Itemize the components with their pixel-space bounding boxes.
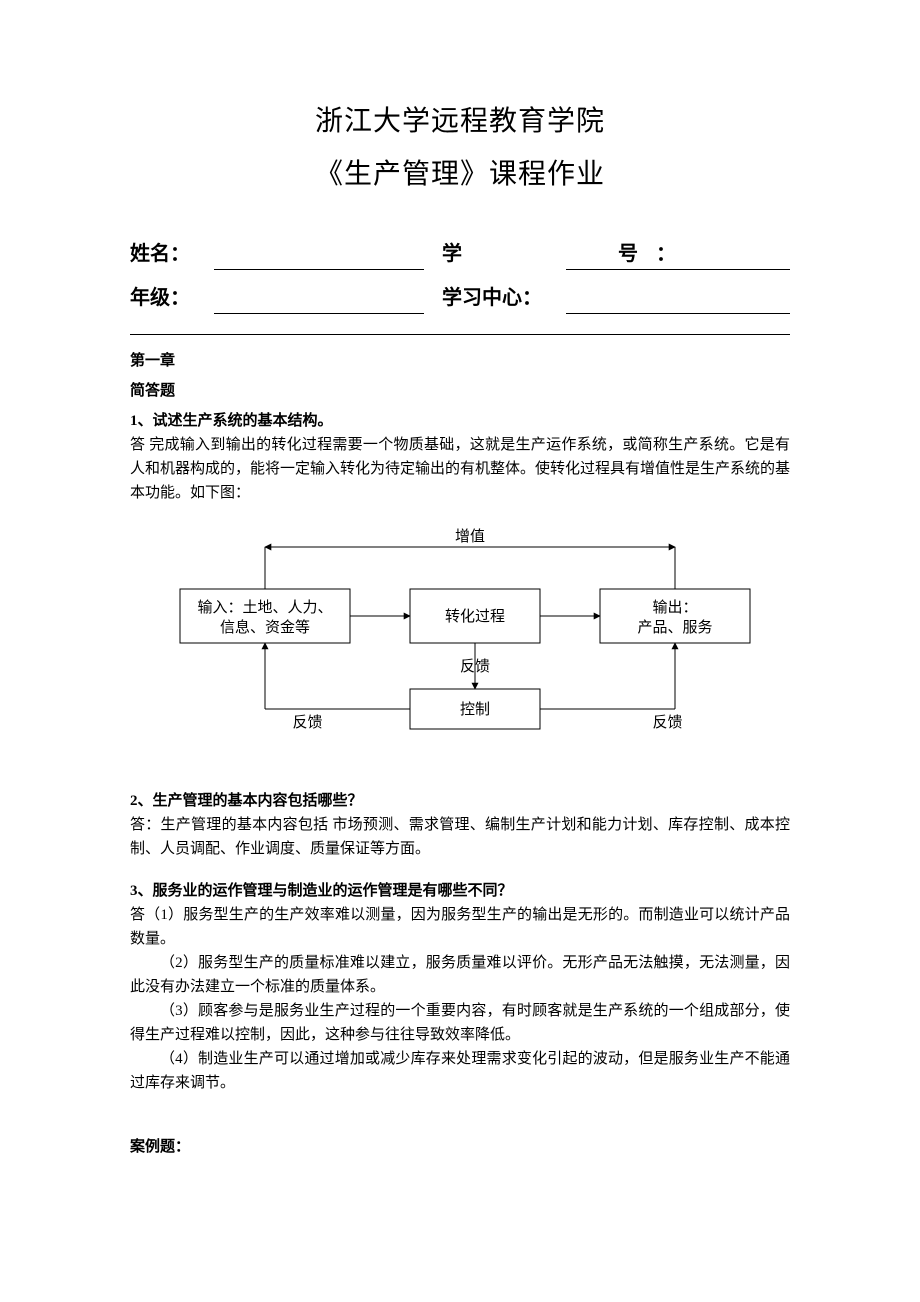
divider	[130, 334, 790, 335]
case-label: 案例题：	[130, 1135, 790, 1159]
section-label: 简答题	[130, 379, 790, 403]
q2-heading: 2、生产管理的基本内容包括哪些？	[130, 789, 790, 813]
svg-text:反馈: 反馈	[292, 714, 322, 731]
q3-a4: （4）制造业生产可以通过增加或减少库存来处理需求变化引起的波动，但是服务业生产不…	[130, 1047, 790, 1095]
name-label: 姓名：	[130, 238, 210, 270]
page-subtitle: 《生产管理》课程作业	[130, 153, 790, 198]
grade-label: 年级：	[130, 282, 210, 314]
q3-a3: （3）顾客参与是服务业生产过程的一个重要内容，有时顾客就是生产系统的一个组成部分…	[130, 999, 790, 1047]
q1-heading: 1、试述生产系统的基本结构。	[130, 409, 790, 433]
svg-text:产品、服务: 产品、服务	[637, 619, 712, 636]
svg-text:输出：: 输出：	[652, 599, 697, 616]
id-blank[interactable]	[566, 245, 790, 270]
svg-text:控制: 控制	[460, 701, 490, 718]
grade-blank[interactable]	[214, 289, 424, 314]
svg-text:输入：土地、人力、: 输入：土地、人力、	[197, 599, 332, 616]
center-blank[interactable]	[566, 289, 790, 314]
name-blank[interactable]	[214, 245, 424, 270]
svg-text:反馈: 反馈	[652, 714, 682, 731]
document-page: 浙江大学远程教育学院 《生产管理》课程作业 姓名： 学 号： 年级： 学习中心：…	[0, 0, 920, 1219]
q1-answer: 答 完成输入到输出的转化过程需要一个物质基础，这就是生产运作系统，或简称生产系统…	[130, 433, 790, 505]
info-row-2: 年级： 学习中心：	[130, 282, 790, 314]
svg-text:转化过程: 转化过程	[445, 608, 505, 625]
id-label: 学 号：	[442, 238, 562, 270]
center-label: 学习中心：	[442, 282, 562, 314]
svg-text:反馈: 反馈	[460, 658, 490, 675]
q3-a2: （2）服务型生产的质量标准难以建立，服务质量难以评价。无形产品无法触摸，无法测量…	[130, 951, 790, 999]
svg-text:信息、资金等: 信息、资金等	[220, 618, 310, 636]
chapter-label: 第一章	[130, 349, 790, 373]
page-title: 浙江大学远程教育学院	[130, 100, 790, 145]
q3-a1: 答（1）服务型生产的生产效率难以测量，因为服务型生产的输出是无形的。而制造业可以…	[130, 903, 790, 951]
info-row-1: 姓名： 学 号：	[130, 238, 790, 270]
svg-text:增值: 增值	[455, 528, 485, 545]
q3-heading: 3、服务业的运作管理与制造业的运作管理是有哪些不同？	[130, 879, 790, 903]
q2-answer: 答：生产管理的基本内容包括 市场预测、需求管理、编制生产计划和能力计划、库存控制…	[130, 813, 790, 861]
production-system-diagram: 输入：土地、人力、信息、资金等转化过程输出：产品、服务控制增值反馈反馈反馈	[130, 519, 790, 767]
